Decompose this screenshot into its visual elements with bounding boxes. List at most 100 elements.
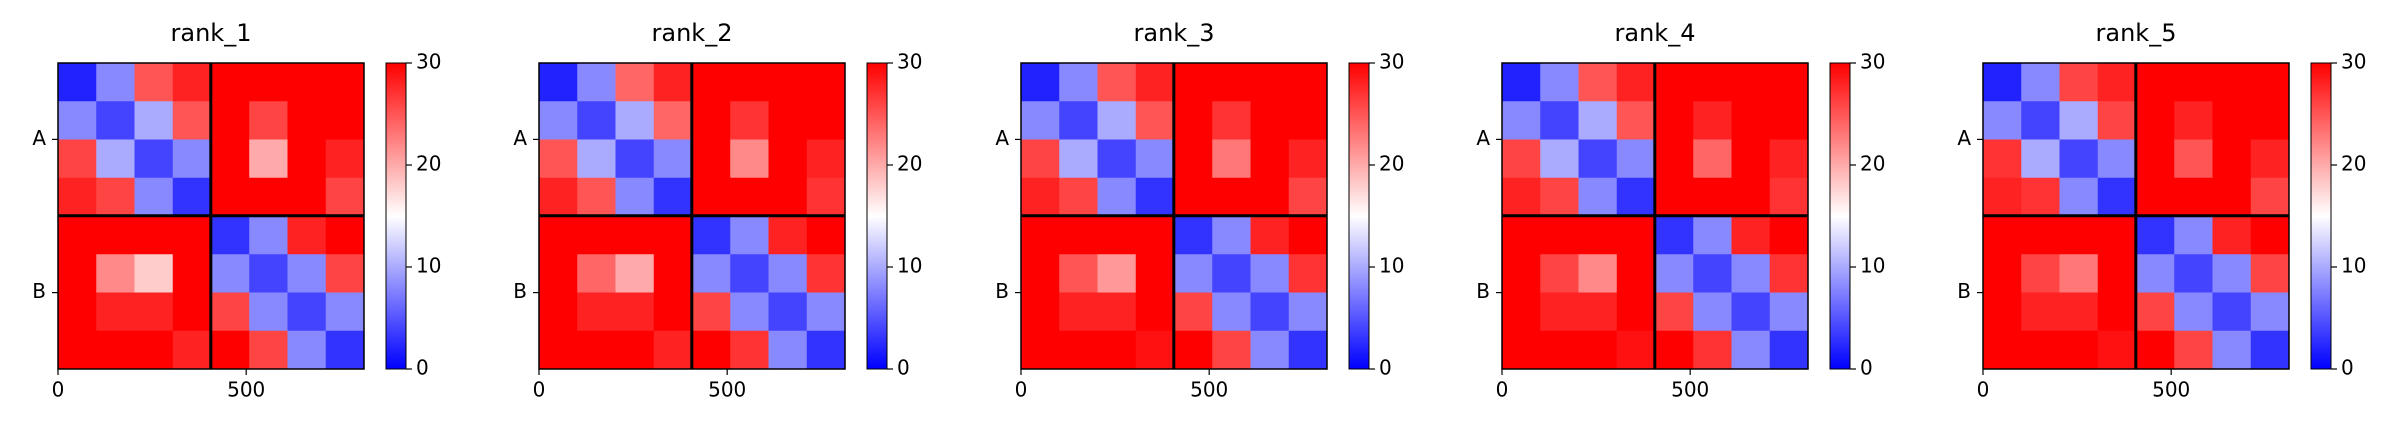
heatmap-cell: [1731, 177, 1771, 217]
heatmap-cell: [1250, 254, 1290, 293]
heatmap-cell: [1731, 292, 1771, 332]
heatmap-cell: [1731, 254, 1771, 293]
heatmap-cell: [249, 139, 288, 179]
heatmap-cell: [692, 330, 731, 370]
heatmap-cell: [1616, 63, 1656, 102]
heatmap-cell: [1693, 139, 1732, 179]
x-tick-label: 0: [52, 378, 65, 402]
colorbar-tick-label: 30: [416, 50, 441, 74]
heatmap-cell: [1059, 216, 1098, 255]
plot-frame: [1501, 62, 1809, 370]
heatmap-cell: [1021, 139, 1060, 179]
heatmap-cell: [211, 63, 250, 102]
heatmap-cell: [615, 177, 655, 217]
colorbar-tick-label: 10: [897, 254, 922, 278]
heatmap-cell: [730, 177, 769, 217]
heatmap-cell: [172, 139, 212, 179]
heatmap-cell: [1540, 254, 1579, 293]
heatmap-cell: [730, 292, 769, 332]
heatmap-cell: [577, 177, 616, 217]
heatmap-cell: [1097, 101, 1137, 140]
panel-title: rank_4: [1615, 19, 1696, 47]
heatmap-cell: [2021, 292, 2060, 332]
panel-title: rank_2: [652, 19, 733, 47]
heatmap-cell: [1769, 101, 1809, 140]
heatmap-cell: [692, 139, 731, 179]
heatmap-cell: [287, 63, 327, 102]
heatmap-cell: [1655, 216, 1694, 255]
heatmap-cell: [1731, 330, 1771, 370]
heatmap-cell: [1540, 101, 1579, 140]
heatmap-cell: [134, 139, 174, 179]
heatmap-cell: [2097, 101, 2137, 140]
colorbar-tick-label: 10: [2341, 254, 2366, 278]
plot-frame: [538, 62, 846, 370]
heatmap-cell: [1616, 254, 1656, 293]
heatmap-cell: [1021, 63, 1060, 102]
heatmap-cell: [730, 63, 769, 102]
heatmap-cell: [806, 254, 846, 293]
heatmap-cell: [806, 216, 846, 255]
heatmap-cell: [1212, 330, 1251, 370]
heatmap-cell: [1578, 177, 1618, 217]
colorbar-tick-label: 10: [1860, 254, 1885, 278]
heatmap-cell: [2212, 139, 2252, 179]
y-tick-label: B: [995, 279, 1009, 303]
colorbar: [866, 62, 888, 370]
heatmap-cell: [96, 177, 135, 217]
y-tick-label: A: [1476, 126, 1490, 150]
heatmap-cell: [96, 101, 135, 140]
heatmap-cell: [1059, 292, 1098, 332]
heatmap-cell: [1250, 330, 1290, 370]
heatmap-cell: [577, 216, 616, 255]
heatmap-cell: [768, 330, 808, 370]
heatmap-cell: [539, 101, 578, 140]
heatmap-cell: [2097, 330, 2137, 370]
heatmap-cell: [1288, 330, 1328, 370]
heatmap-cell: [1616, 101, 1656, 140]
heatmap-cell: [2136, 330, 2175, 370]
heatmap-cell: [1288, 63, 1328, 102]
heatmap-cell: [1655, 330, 1694, 370]
heatmap-cell: [615, 254, 655, 293]
heatmap-cell: [1616, 292, 1656, 332]
heatmap-cell: [692, 292, 731, 332]
heatmap-cell: [249, 330, 288, 370]
heatmap-cell: [134, 177, 174, 217]
heatmap-cell: [1502, 254, 1541, 293]
heatmap-cell: [615, 216, 655, 255]
heatmap-cell: [172, 330, 212, 370]
y-tick-label: A: [513, 126, 527, 150]
heatmap-cell: [1616, 330, 1656, 370]
heatmap-cell: [96, 216, 135, 255]
heatmap-cell: [2059, 63, 2099, 102]
heatmap-cell: [768, 292, 808, 332]
colorbar-tick-label: 10: [416, 254, 441, 278]
panel-title: rank_5: [2096, 19, 2177, 47]
y-tick-label: B: [32, 279, 46, 303]
heatmap-cell: [2212, 292, 2252, 332]
heatmap-cell: [58, 177, 97, 217]
heatmap-cell: [2097, 177, 2137, 217]
heatmap-cell: [1769, 254, 1809, 293]
heatmap-cell: [730, 330, 769, 370]
heatmap-cell: [653, 63, 693, 102]
heatmap-cell: [2136, 139, 2175, 179]
heatmap-cell: [1769, 330, 1809, 370]
heatmap-cell: [1174, 216, 1213, 255]
heatmap-cell: [2136, 177, 2175, 217]
heatmap-cell: [1097, 330, 1137, 370]
heatmap-cell: [539, 139, 578, 179]
heatmap-cell: [1655, 177, 1694, 217]
colorbar: [1348, 62, 1370, 370]
heatmap-cell: [2174, 63, 2213, 102]
heatmap-cell: [1212, 216, 1251, 255]
heatmap-cell: [1540, 139, 1579, 179]
heatmap-cell: [653, 177, 693, 217]
heatmap-cell: [2136, 216, 2175, 255]
heatmap-cell: [134, 216, 174, 255]
heatmap-cell: [577, 254, 616, 293]
panel: rank_2 0 500 A B 0 10 20 30: [513, 19, 922, 402]
x-tick-label: 500: [227, 378, 265, 402]
heatmap-cell: [1174, 63, 1213, 102]
